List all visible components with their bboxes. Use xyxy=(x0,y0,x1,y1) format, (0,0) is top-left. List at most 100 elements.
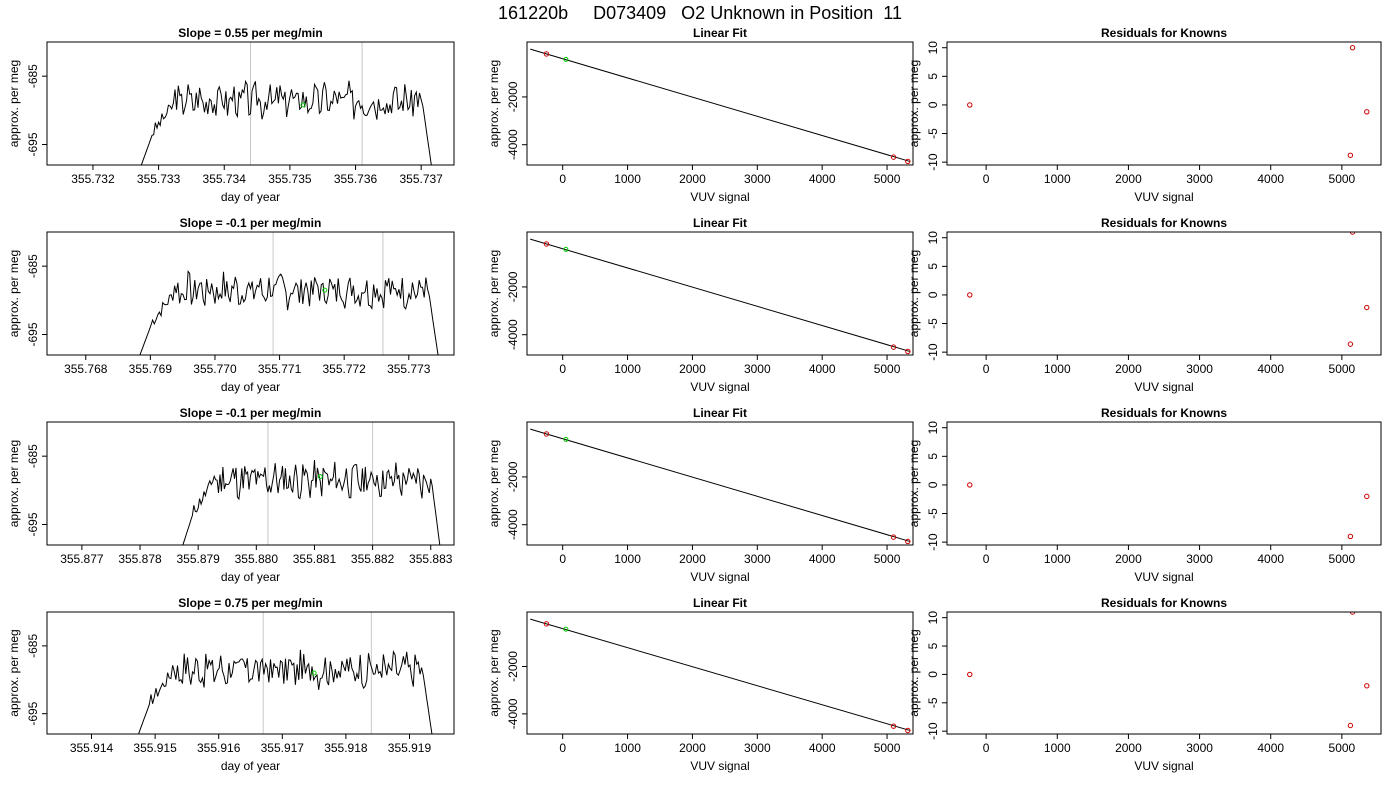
plot-area xyxy=(139,232,439,355)
x-tick-label: 2000 xyxy=(679,741,706,755)
plot-frame xyxy=(46,611,455,735)
x-tick-label: 355.881 xyxy=(293,552,337,566)
chart-panel-2: Residuals for Knowns VUV signal approx. pe… xyxy=(907,26,1382,204)
x-tick-label: 355.918 xyxy=(324,741,368,755)
x-tick-label: 2000 xyxy=(1115,741,1142,755)
x-tick-label: 355.919 xyxy=(388,741,432,755)
chart-panel-8: Residuals for Knowns VUV signal approx. pe… xyxy=(907,406,1382,584)
x-tick-label: 5000 xyxy=(874,741,901,755)
y-tick-label: -2000 xyxy=(506,651,520,682)
x-tick-label: 4000 xyxy=(809,362,836,376)
x-tick-label: 0 xyxy=(559,362,566,376)
y-tick-label: -2000 xyxy=(506,461,520,492)
y-tick-label: 10 xyxy=(926,421,940,435)
x-tick-label: 2000 xyxy=(679,172,706,186)
y-axis-label: approx. per meg xyxy=(7,60,21,147)
x-tick-label: 0 xyxy=(983,362,990,376)
x-tick-label: 5000 xyxy=(874,552,901,566)
y-tick-label: 10 xyxy=(926,41,940,55)
known-point xyxy=(543,51,550,57)
x-tick-label: 3000 xyxy=(1186,172,1213,186)
data-point-marker xyxy=(317,474,323,480)
chart-panel-3: Slope = -0.1 per meg/min day of year appro… xyxy=(7,216,455,394)
x-tick-label: 0 xyxy=(559,172,566,186)
y-tick-label: 10 xyxy=(926,231,940,245)
x-axis-label: VUV signal xyxy=(1134,570,1193,584)
residual-point xyxy=(1347,341,1354,347)
x-tick-label: 0 xyxy=(983,552,990,566)
y-axis-label: approx. per meg xyxy=(907,250,921,337)
x-tick-label: 1000 xyxy=(614,362,641,376)
plot-frame xyxy=(946,421,1382,546)
y-tick-label: 5 xyxy=(926,263,940,270)
x-tick-label: 355.737 xyxy=(399,172,443,186)
x-tick-label: 355.917 xyxy=(261,741,305,755)
known-point xyxy=(905,727,911,734)
chart-title: Residuals for Knowns xyxy=(1101,216,1227,230)
known-point xyxy=(905,158,911,165)
known-point xyxy=(905,538,911,545)
residual-point xyxy=(1347,152,1354,158)
y-tick-label: -695 xyxy=(26,701,40,725)
chart-title: Slope = 0.75 per meg/min xyxy=(178,596,322,610)
fit-line xyxy=(530,238,910,352)
data-point-marker xyxy=(322,287,328,293)
plot-area xyxy=(138,612,433,734)
y-tick-label: 0 xyxy=(926,291,940,298)
plot-area xyxy=(967,482,1370,540)
x-tick-label: 355.734 xyxy=(203,172,247,186)
chart-panel-4: Linear Fit VUV signal approx. per meg 0 1000… xyxy=(487,216,914,394)
y-tick-label: -685 xyxy=(26,254,40,278)
chart-title: Linear Fit xyxy=(693,26,747,40)
x-tick-label: 355.879 xyxy=(176,552,220,566)
y-tick-label: -685 xyxy=(26,634,40,658)
x-tick-label: 3000 xyxy=(744,741,771,755)
x-tick-label: 2000 xyxy=(1115,172,1142,186)
data-trace xyxy=(140,79,432,165)
residual-point xyxy=(1347,722,1354,729)
x-tick-label: 0 xyxy=(983,741,990,755)
known-point xyxy=(543,621,550,627)
y-tick-label: -5 xyxy=(926,318,940,329)
y-tick-label: 0 xyxy=(926,101,940,108)
x-tick-label: 4000 xyxy=(1257,741,1284,755)
x-tick-label: 2000 xyxy=(679,552,706,566)
x-tick-label: 355.916 xyxy=(197,741,241,755)
x-tick-label: 5000 xyxy=(1329,552,1356,566)
plot-area xyxy=(530,48,911,165)
x-tick-label: 5000 xyxy=(1329,172,1356,186)
y-axis-label: approx. per meg xyxy=(7,629,21,716)
y-tick-label: -685 xyxy=(26,64,40,88)
fit-line xyxy=(530,48,910,162)
x-tick-label: 355.732 xyxy=(71,172,115,186)
x-tick-label: 2000 xyxy=(1115,552,1142,566)
y-tick-label: -4000 xyxy=(506,319,520,350)
x-tick-label: 355.770 xyxy=(193,362,237,376)
known-point xyxy=(890,723,897,729)
x-tick-label: 3000 xyxy=(1186,362,1213,376)
plot-area xyxy=(967,45,1370,158)
chart-title: Slope = -0.1 per meg/min xyxy=(180,216,322,230)
chart-title: Slope = 0.55 per meg/min xyxy=(178,26,322,40)
plot-frame xyxy=(46,421,455,546)
residual-point xyxy=(1364,304,1370,311)
plot-frame xyxy=(526,41,914,166)
x-tick-label: 5000 xyxy=(874,172,901,186)
fit-line xyxy=(530,428,910,542)
y-tick-label: -695 xyxy=(26,132,40,156)
data-point-marker xyxy=(311,670,317,676)
plot-area xyxy=(530,238,911,355)
x-tick-label: 355.882 xyxy=(351,552,395,566)
x-tick-label: 355.768 xyxy=(64,362,108,376)
x-tick-label: 0 xyxy=(559,741,566,755)
x-axis-label: VUV signal xyxy=(690,380,749,394)
plot-area xyxy=(140,42,432,165)
known-point xyxy=(890,344,897,350)
residual-point xyxy=(1364,683,1370,689)
y-tick-label: -685 xyxy=(26,444,40,468)
x-tick-label: 4000 xyxy=(1257,362,1284,376)
x-tick-label: 3000 xyxy=(744,172,771,186)
x-axis-label: VUV signal xyxy=(690,570,749,584)
chart-title: Residuals for Knowns xyxy=(1101,26,1227,40)
